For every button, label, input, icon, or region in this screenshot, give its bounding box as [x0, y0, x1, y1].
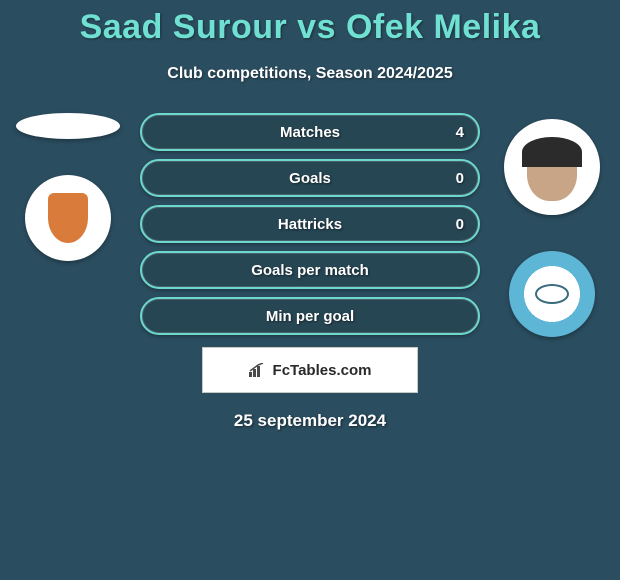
footer-attribution[interactable]: FcTables.com: [202, 347, 418, 393]
avatar-hair-icon: [522, 137, 582, 167]
stat-label: Hattricks: [278, 216, 342, 233]
page-title: Saad Surour vs Ofek Melika: [0, 0, 620, 47]
stats-bars: Matches 4 Goals 0 Hattricks 0 Goals per match M…: [140, 113, 480, 335]
stat-bar: Matches 4: [140, 113, 480, 151]
subtitle: Club competitions, Season 2024/2025: [0, 65, 620, 83]
right-player-column: [492, 113, 612, 337]
stat-bar: Goals 0: [140, 159, 480, 197]
left-player-column: [8, 113, 128, 261]
player-right-avatar: [504, 119, 600, 215]
stat-value-right: 0: [456, 170, 464, 187]
club-right-badge: [509, 251, 595, 337]
player-left-avatar: [16, 113, 120, 139]
stat-bar: Goals per match: [140, 251, 480, 289]
comparison-content: Matches 4 Goals 0 Hattricks 0 Goals per match M…: [0, 113, 620, 335]
stat-label: Goals per match: [251, 262, 369, 279]
club-right-emblem-icon: [535, 284, 569, 304]
date-label: 25 september 2024: [0, 411, 620, 431]
stat-value-right: 0: [456, 216, 464, 233]
stat-label: Min per goal: [266, 308, 354, 325]
club-left-emblem-icon: [48, 193, 88, 243]
stat-bar: Hattricks 0: [140, 205, 480, 243]
stat-label: Goals: [289, 170, 331, 187]
stat-bar: Min per goal: [140, 297, 480, 335]
avatar-face-icon: [527, 143, 577, 201]
chart-icon: [249, 363, 267, 377]
stat-label: Matches: [280, 124, 340, 141]
footer-label: FcTables.com: [273, 362, 372, 379]
stat-value-right: 4: [456, 124, 464, 141]
club-left-badge: [25, 175, 111, 261]
